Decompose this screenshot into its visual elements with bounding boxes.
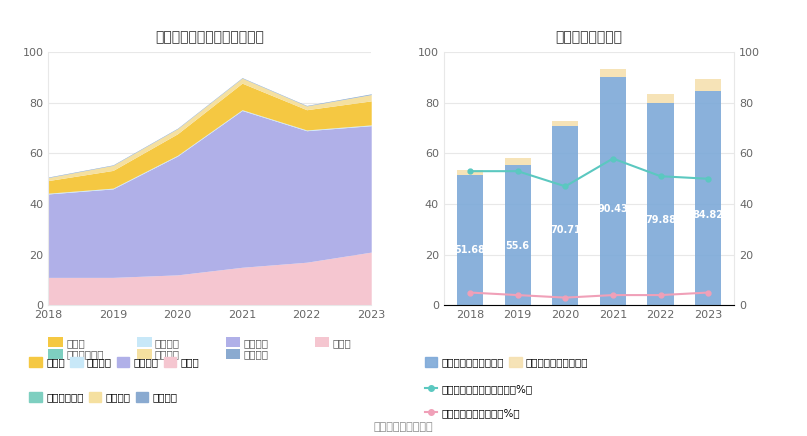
Text: 开发成本: 开发成本 — [155, 338, 180, 347]
Text: 51.68: 51.68 — [454, 245, 486, 255]
Title: 历年存货变动情况: 历年存货变动情况 — [555, 30, 623, 44]
Bar — [504, 165, 531, 305]
Text: 原材料: 原材料 — [66, 338, 85, 347]
Bar — [647, 94, 674, 103]
Bar — [457, 174, 483, 305]
Legend: 原材料, 开发成本, 库存商品, 在产品: 原材料, 开发成本, 库存商品, 在产品 — [29, 358, 199, 368]
Text: 70.71: 70.71 — [550, 225, 581, 235]
Bar — [552, 121, 579, 126]
Title: 近年存货变化堆积图（亿元）: 近年存货变化堆积图（亿元） — [156, 30, 264, 44]
Bar — [552, 126, 579, 305]
Text: 库存商品: 库存商品 — [244, 338, 269, 347]
Legend: 右轴：存货占净资产比例（%）: 右轴：存货占净资产比例（%） — [424, 384, 533, 394]
Text: 其他存货: 其他存货 — [244, 349, 269, 359]
Text: 周转材料: 周转材料 — [155, 349, 180, 359]
Text: 委托加工材料: 委托加工材料 — [66, 349, 103, 359]
Text: 55.6: 55.6 — [506, 241, 529, 251]
Bar — [647, 103, 674, 305]
Text: 数据来源：恒生聚源: 数据来源：恒生聚源 — [374, 422, 433, 432]
Text: 84.82: 84.82 — [692, 210, 724, 220]
Text: 90.43: 90.43 — [597, 204, 629, 214]
Legend: 委托加工材料, 周转材料, 其他存货: 委托加工材料, 周转材料, 其他存货 — [29, 392, 178, 402]
Bar — [600, 77, 626, 305]
Bar — [504, 158, 531, 165]
Bar — [695, 79, 721, 91]
Bar — [457, 170, 483, 174]
Bar — [600, 69, 626, 77]
Legend: 右轴：存货计提比例（%）: 右轴：存货计提比例（%） — [424, 408, 521, 418]
Bar — [695, 91, 721, 305]
Text: 在产品: 在产品 — [332, 338, 351, 347]
Legend: 存货账面价值（亿元）, 存货跌价准备（亿元）: 存货账面价值（亿元）, 存货跌价准备（亿元） — [424, 358, 588, 368]
Text: 79.88: 79.88 — [645, 215, 676, 225]
